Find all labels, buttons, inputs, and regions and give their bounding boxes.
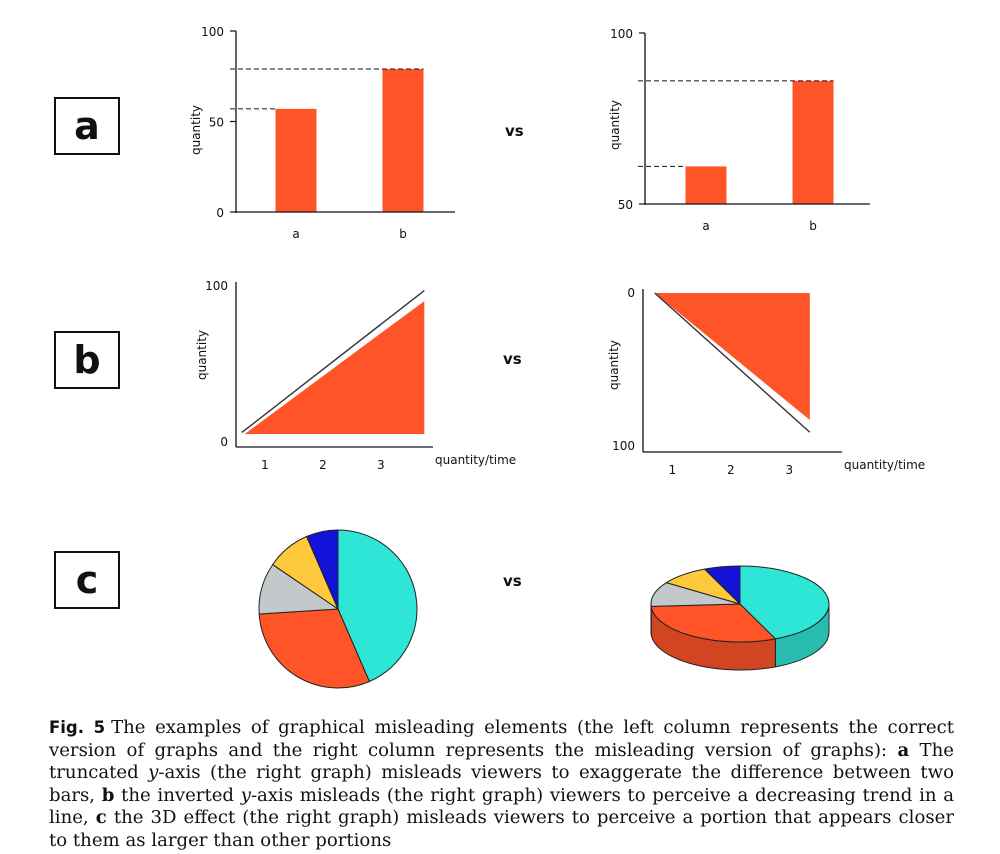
vs-label-b: vs: [503, 350, 522, 368]
x-tick-label-b-right-2: 2: [727, 463, 735, 477]
y-axis-label-a-left: quantity: [189, 105, 203, 155]
pie-slice-c-right-blue: [703, 565, 741, 606]
trend-line-b-left: [241, 289, 425, 434]
y-tick-label-b-left-0: 0: [220, 435, 228, 449]
caption-text-4: the inverted: [114, 784, 241, 806]
caption-marker-a: a: [897, 739, 910, 761]
caption-text-3: -axis (the right graph) misleads viewers…: [49, 762, 954, 806]
y-tick-label-a-left-0: 0: [216, 206, 224, 220]
y-tick-label-b-right-100: 100: [612, 439, 635, 453]
y-axis-label-b-right: quantity: [607, 340, 621, 390]
bar-a-right-a: [685, 166, 727, 204]
caption-marker-b: b: [101, 784, 115, 806]
x-axis-label-b-right: quantity/time: [844, 458, 925, 472]
x-tick-label-b-left-1: 1: [261, 458, 269, 472]
x-axis-label-b-left: quantity/time: [435, 453, 516, 467]
pie-slice-c-left-orange: [258, 608, 371, 689]
y-tick-label-a-right-100: 100: [610, 27, 633, 41]
caption-text-6: the 3D effect (the right graph) misleads…: [49, 807, 954, 851]
x-tick-label-b-right-3: 3: [786, 463, 794, 477]
vs-label-c: vs: [503, 572, 522, 590]
pie-slice-c-left-cyan: [337, 529, 418, 683]
bar-a-left-b: [382, 69, 424, 212]
y-axis-label-b-left: quantity: [195, 330, 209, 380]
figure-caption: Fig. 5 The examples of graphical misleadi…: [49, 717, 954, 852]
x-tick-label-b-left-3: 3: [377, 458, 385, 472]
vs-label-a: vs: [505, 122, 524, 140]
caption-y-italic-1: y: [148, 762, 159, 783]
y-axis-label-a-right: quantity: [608, 100, 622, 150]
x-tick-label-a-left-b: b: [399, 227, 407, 241]
x-tick-label-a-left-a: a: [292, 227, 299, 241]
filled-area-b-right: [654, 293, 810, 420]
caption-text-1: The examples of graphical misleading ele…: [49, 717, 954, 761]
caption-marker-c: c: [95, 807, 107, 828]
y-tick-label-a-left-50: 50: [209, 116, 224, 130]
y-tick-label-b-right-0: 0: [627, 286, 635, 300]
y-tick-label-b-left-100: 100: [205, 279, 228, 293]
trend-line-b-right: [654, 292, 811, 433]
row-label-a: a: [54, 97, 120, 155]
y-tick-label-a-right-50: 50: [618, 198, 633, 212]
pie-slice-c-right-cyan: [739, 565, 830, 640]
filled-area-b-left: [244, 301, 425, 434]
x-tick-label-b-left-2: 2: [319, 458, 327, 472]
bar-a-right-b: [792, 80, 834, 204]
caption-y-italic-2: y: [240, 784, 251, 806]
row-label-c: c: [54, 551, 120, 609]
caption-text-5: -axis misleads (the right graph) viewers…: [49, 784, 954, 829]
caption-text-2: The truncated: [49, 739, 954, 784]
x-tick-label-b-right-1: 1: [668, 463, 676, 477]
y-tick-label-a-left-100: 100: [201, 25, 224, 39]
pie-slice-c-left-blue: [305, 529, 339, 610]
x-tick-label-a-right-a: a: [702, 219, 709, 233]
caption-fig-label: Fig. 5: [49, 718, 106, 737]
row-label-b: b: [54, 331, 120, 389]
figure-charts: a b 0 50 100 quantity a b 50 100 quantity 0 100 1 2 3 qu…: [189, 25, 925, 689]
bar-a-left-a: [275, 108, 317, 212]
pie-slice-c-right-orange: [650, 603, 777, 643]
x-tick-label-a-right-b: b: [809, 219, 817, 233]
